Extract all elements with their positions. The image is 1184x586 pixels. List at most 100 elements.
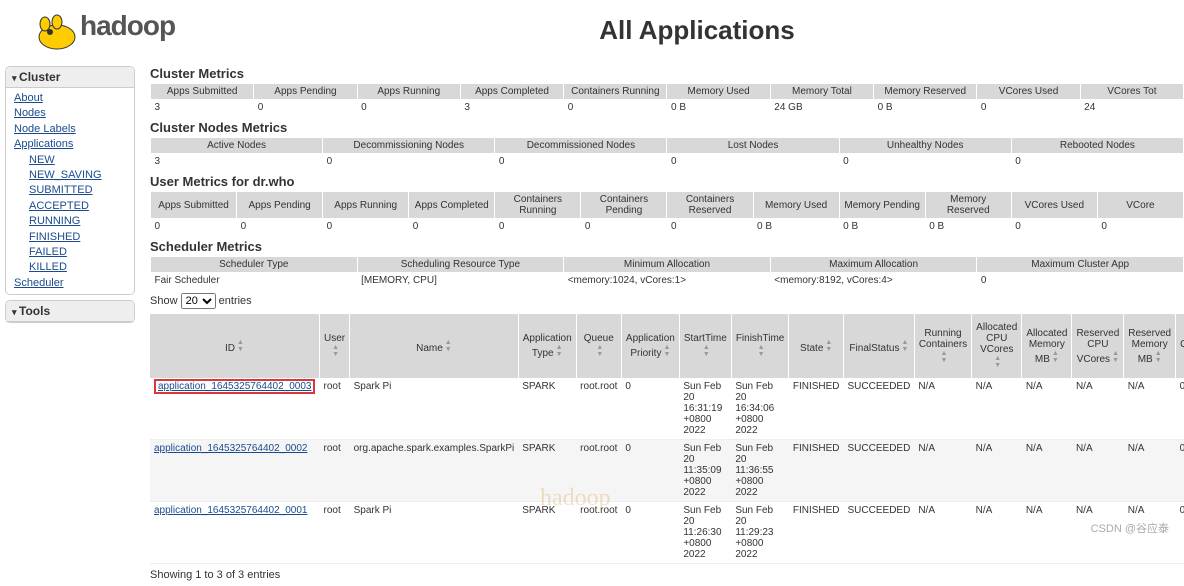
table-cell: root.root xyxy=(576,378,621,440)
metric-value: 0 xyxy=(1097,219,1183,235)
main-content: Cluster Metrics Apps SubmittedApps Pendi… xyxy=(140,61,1184,586)
metric-value: 0 xyxy=(323,154,495,170)
table-cell: 0 xyxy=(621,440,679,502)
nav-state-new[interactable]: NEW xyxy=(29,153,126,168)
table-cell: N/A xyxy=(972,502,1022,564)
nav-tools-header[interactable]: Tools xyxy=(6,301,134,322)
table-cell: FINISHED xyxy=(789,378,844,440)
app-id-link[interactable]: application_1645325764402_0001 xyxy=(154,505,307,516)
metric-header: Apps Pending xyxy=(237,192,323,219)
metric-header: Memory Total xyxy=(770,84,873,100)
node-metrics-title: Cluster Nodes Metrics xyxy=(150,120,1184,135)
table-cell: application_1645325764402_0003 xyxy=(150,378,319,440)
app-id-link[interactable]: application_1645325764402_0002 xyxy=(154,443,307,454)
metric-value: 0 xyxy=(495,154,667,170)
metric-header: Containers Reserved xyxy=(667,192,753,219)
metric-header: Decommissioning Nodes xyxy=(323,138,495,154)
app-col-header[interactable]: Application Type▲▼ xyxy=(518,314,576,378)
entries-select[interactable]: 20 xyxy=(181,293,216,309)
table-cell: Sun Feb 20 16:34:06 +0800 2022 xyxy=(731,378,789,440)
metric-value: 0 xyxy=(254,100,357,116)
table-cell: Spark Pi xyxy=(350,502,519,564)
sched-metrics-title: Scheduler Metrics xyxy=(150,239,1184,254)
table-cell: Sun Feb 20 11:26:30 +0800 2022 xyxy=(679,502,731,564)
hadoop-logo: hadoop xyxy=(0,0,210,60)
nav-scheduler[interactable]: Scheduler xyxy=(14,276,126,291)
metric-value: 3 xyxy=(460,100,563,116)
app-col-header[interactable]: Reserved CPU VCores▲▼ xyxy=(1072,314,1124,378)
app-col-header[interactable]: FinalStatus▲▼ xyxy=(844,314,915,378)
metric-value: 24 xyxy=(1080,100,1183,116)
metric-header: Memory Used xyxy=(667,84,770,100)
table-cell: FINISHED xyxy=(789,440,844,502)
nav-link-node-labels[interactable]: Node Labels xyxy=(14,122,126,137)
app-col-header[interactable]: % of Queue▲▼ xyxy=(1176,314,1184,378)
app-col-header[interactable]: FinishTime▲▼ xyxy=(731,314,789,378)
app-col-header[interactable]: Queue▲▼ xyxy=(576,314,621,378)
app-col-header[interactable]: StartTime▲▼ xyxy=(679,314,731,378)
nav-state-failed[interactable]: FAILED xyxy=(29,245,126,260)
metric-header: Apps Submitted xyxy=(151,84,254,100)
metric-header: Apps Completed xyxy=(460,84,563,100)
nav-state-submitted[interactable]: SUBMITTED xyxy=(29,183,126,198)
app-col-header[interactable]: User▲▼ xyxy=(319,314,349,378)
table-cell: N/A xyxy=(1022,502,1072,564)
app-col-header[interactable]: Reserved Memory MB▲▼ xyxy=(1124,314,1176,378)
metric-header: VCores Used xyxy=(1011,192,1097,219)
table-cell: N/A xyxy=(1124,440,1176,502)
metric-value: 0 xyxy=(357,100,460,116)
table-cell: 0.0 xyxy=(1176,502,1184,564)
metric-value: 0 B xyxy=(839,219,925,235)
table-info: Showing 1 to 3 of 3 entries xyxy=(150,564,1184,586)
table-cell: 0 xyxy=(621,502,679,564)
table-cell: 0.0 xyxy=(1176,378,1184,440)
credit-text: CSDN @谷应泰 xyxy=(1091,520,1169,536)
table-cell: N/A xyxy=(1124,378,1176,440)
metric-header: VCores Tot xyxy=(1080,84,1183,100)
table-cell: application_1645325764402_0001 xyxy=(150,502,319,564)
nav-state-running[interactable]: RUNNING xyxy=(29,214,126,229)
metric-value: 0 xyxy=(151,219,237,235)
table-cell: SUCCEEDED xyxy=(844,502,915,564)
nav-cluster-header[interactable]: Cluster xyxy=(6,67,134,88)
show-label-post: entries xyxy=(219,295,252,307)
nav-state-finished[interactable]: FINISHED xyxy=(29,230,126,245)
app-col-header[interactable]: Allocated CPU VCores▲▼ xyxy=(972,314,1022,378)
table-cell: FINISHED xyxy=(789,502,844,564)
metric-value: 0 xyxy=(667,154,839,170)
nav-link-applications[interactable]: Applications xyxy=(14,137,126,152)
metric-value: 0 B xyxy=(667,100,770,116)
metric-header: Memory Reserved xyxy=(925,192,1011,219)
table-cell: N/A xyxy=(1022,378,1072,440)
metric-value: 0 B xyxy=(753,219,839,235)
app-col-header[interactable]: State▲▼ xyxy=(789,314,844,378)
app-col-header[interactable]: ID▲▼ xyxy=(150,314,319,378)
metric-value: 0 xyxy=(409,219,495,235)
table-cell: Spark Pi xyxy=(350,378,519,440)
metric-header: Maximum Cluster App xyxy=(977,257,1184,273)
app-col-header[interactable]: Name▲▼ xyxy=(350,314,519,378)
app-col-header[interactable]: Running Containers▲▼ xyxy=(914,314,971,378)
show-label-pre: Show xyxy=(150,295,178,307)
watermark: hadoop xyxy=(540,485,611,512)
nav-state-new_saving[interactable]: NEW_SAVING xyxy=(29,168,126,183)
table-cell: N/A xyxy=(1072,440,1124,502)
table-cell: N/A xyxy=(914,378,971,440)
metric-value: 0 xyxy=(495,219,581,235)
metric-value: 0 B xyxy=(874,100,977,116)
nav-state-killed[interactable]: KILLED xyxy=(29,260,126,275)
app-id-link[interactable]: application_1645325764402_0003 xyxy=(154,379,315,394)
table-cell: N/A xyxy=(972,378,1022,440)
metric-value: Fair Scheduler xyxy=(151,273,358,289)
metric-header: Containers Running xyxy=(564,84,667,100)
nav-link-about[interactable]: About xyxy=(14,91,126,106)
nav-link-nodes[interactable]: Nodes xyxy=(14,106,126,121)
metric-value: 3 xyxy=(151,154,323,170)
table-cell: SPARK xyxy=(518,378,576,440)
app-col-header[interactable]: Application Priority▲▼ xyxy=(621,314,679,378)
app-col-header[interactable]: Allocated Memory MB▲▼ xyxy=(1022,314,1072,378)
page-title: All Applications xyxy=(210,0,1184,61)
metric-header: Containers Running xyxy=(495,192,581,219)
nav-state-accepted[interactable]: ACCEPTED xyxy=(29,199,126,214)
metric-value: <memory:8192, vCores:4> xyxy=(770,273,977,289)
